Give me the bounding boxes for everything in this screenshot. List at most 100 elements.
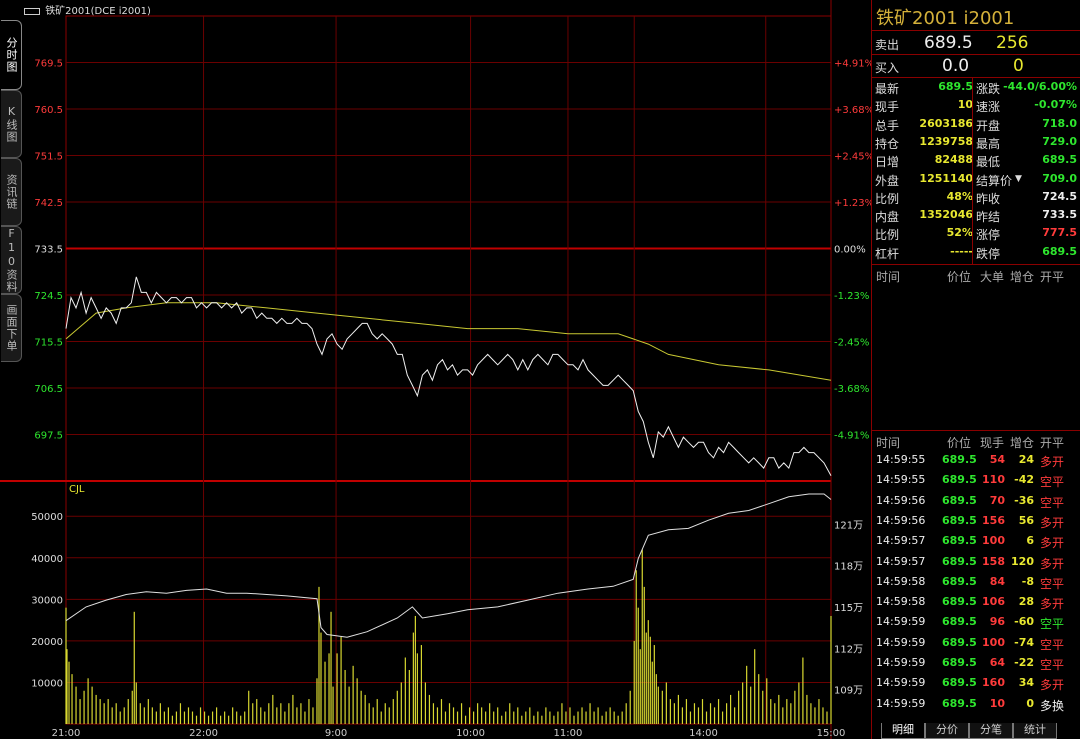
percent-tick-label: -2.45%: [834, 338, 869, 349]
tab-intraday-chart[interactable]: 分时图: [1, 20, 22, 90]
tab-label: F10资料: [5, 227, 18, 293]
tick-price: 689.5: [942, 696, 977, 710]
stat-label: 最低: [976, 155, 1001, 170]
sell-row: 卖出 689.5 256: [872, 33, 1080, 55]
tick-open-close: 空平: [1040, 637, 1065, 652]
price-tick-label: 760.5: [34, 105, 63, 116]
stat-value: 733.5: [1042, 208, 1077, 222]
tab-label: 分笔: [980, 723, 1002, 736]
tab-news-chain[interactable]: 资讯链: [1, 158, 22, 226]
tick-price: 689.5: [942, 635, 977, 649]
stat-value: 718.0: [1042, 116, 1077, 130]
tick-volume: 106: [982, 595, 1005, 609]
detail-tab-bar: 明细 分价 分笔 统计: [871, 723, 1080, 739]
tick-oi-change: 6: [1026, 534, 1034, 548]
chevron-down-icon[interactable]: ▼: [1015, 174, 1022, 184]
header-open-close: 开平: [1040, 436, 1065, 450]
stat-value: 1352046: [919, 208, 973, 222]
left-tab-bar: 分时图 K线图 资讯链 F10资料 画面下单: [0, 0, 22, 739]
stat-label: 涨跌: [976, 82, 1001, 96]
tick-volume: 100: [982, 635, 1005, 649]
tick-volume: 110: [982, 473, 1005, 487]
tick-volume: 10: [989, 696, 1005, 710]
time-tick-label: 9:00: [325, 728, 347, 739]
stat-label: 总手: [875, 118, 900, 133]
header-time: 时间: [876, 270, 901, 284]
tick-volume: 64: [989, 656, 1005, 669]
tab-label: 画面下单: [5, 304, 18, 352]
stat-value: 709.0: [1042, 171, 1077, 185]
tick-price: 689.5: [942, 595, 977, 609]
tab-f10-info[interactable]: F10资料: [1, 226, 22, 294]
price-tick-label: 769.5: [34, 59, 63, 70]
tab-tick-by-tick[interactable]: 分笔: [969, 723, 1013, 739]
stat-value: -----: [950, 244, 973, 258]
tab-label: 统计: [1024, 723, 1046, 736]
tick-price: 689.5: [942, 473, 977, 487]
tab-order-entry[interactable]: 画面下单: [1, 294, 22, 362]
sell-label: 卖出: [875, 38, 900, 52]
tick-time: 14:59:57: [876, 554, 926, 568]
price-tick-label: 742.5: [34, 198, 63, 209]
volume-axis-labels: 50000 40000 30000 20000 10000: [31, 512, 63, 689]
tab-detail[interactable]: 明细: [881, 723, 925, 739]
chart-border: [65, 15, 832, 725]
price-tick-label: 751.5: [34, 152, 63, 163]
tick-oi-change: 34: [1018, 676, 1034, 690]
stat-value: 2603186: [919, 116, 973, 130]
tick-time: 14:59:59: [876, 676, 926, 690]
tab-price-distribution[interactable]: 分价: [925, 723, 969, 739]
stat-value: 1251140: [919, 171, 973, 185]
tick-time: 14:59:59: [876, 696, 926, 710]
intraday-chart[interactable]: 769.5 760.5 751.5 742.5 733.5 724.5 715.5 706.5…: [0, 0, 871, 739]
instrument-title: 铁矿2001(DCE i2001): [24, 2, 151, 17]
stat-value: 724.5: [1042, 189, 1077, 203]
chart-grid: [0, 0, 832, 739]
header-price: 价位: [947, 270, 972, 284]
quote-title: 铁矿2001 i2001: [876, 8, 1015, 29]
stat-value: 729.0: [1042, 134, 1077, 148]
tick-oi-change: 24: [1018, 453, 1034, 466]
stat-label: 结算价: [976, 173, 1013, 188]
volume-tick-label: 10000: [31, 678, 63, 689]
header-oi-change: 增仓: [1010, 436, 1035, 450]
tick-volume: 70: [989, 493, 1005, 507]
tab-kline-chart[interactable]: K线图: [1, 90, 22, 158]
tab-statistics[interactable]: 统计: [1013, 723, 1057, 739]
time-tick-label: 21:00: [52, 728, 81, 739]
price-line: [65, 276, 832, 477]
tick-open-close: 多开: [1040, 455, 1065, 469]
tick-oi-change: -60: [1014, 615, 1034, 629]
stat-label: 杠杆: [875, 246, 900, 261]
tick-price: 689.5: [942, 676, 977, 690]
percent-tick-label: -4.91%: [834, 431, 869, 442]
tick-oi-change: 28: [1018, 595, 1034, 609]
header-price: 价位: [947, 436, 972, 450]
time-tick-label: 10:00: [456, 728, 485, 739]
buy-volume: 0: [1013, 56, 1024, 76]
tick-open-close: 空平: [1040, 475, 1065, 490]
tick-price: 689.5: [942, 534, 977, 548]
tick-open-close: 多开: [1040, 678, 1065, 693]
tick-time: 14:59:58: [876, 595, 926, 609]
header-big-order: 大单: [980, 270, 1005, 284]
tick-open-close: 多换: [1040, 698, 1065, 713]
time-tick-label: 11:00: [554, 728, 583, 739]
stat-value: 689.5: [1042, 244, 1077, 258]
volume-tick-label: 30000: [31, 595, 63, 606]
tick-open-close: 多开: [1040, 556, 1065, 571]
volume-tick-label: 40000: [31, 554, 63, 565]
tick-oi-change: 120: [1011, 554, 1034, 568]
stat-value: 689.5: [1042, 153, 1077, 167]
tick-open-close: 空平: [1040, 658, 1065, 672]
stat-label: 外盘: [875, 173, 900, 188]
tick-time: 14:59:56: [876, 493, 926, 507]
window-icon: [24, 7, 40, 15]
volume-tick-label: 50000: [31, 512, 63, 523]
stat-value: -0.07%: [1034, 98, 1077, 112]
price-tick-label: 715.5: [34, 338, 63, 349]
stat-value: 1239758: [919, 134, 973, 148]
tick-open-close: 空平: [1040, 495, 1065, 510]
stat-label: 比例: [875, 191, 900, 206]
stat-value: 10: [957, 98, 973, 112]
